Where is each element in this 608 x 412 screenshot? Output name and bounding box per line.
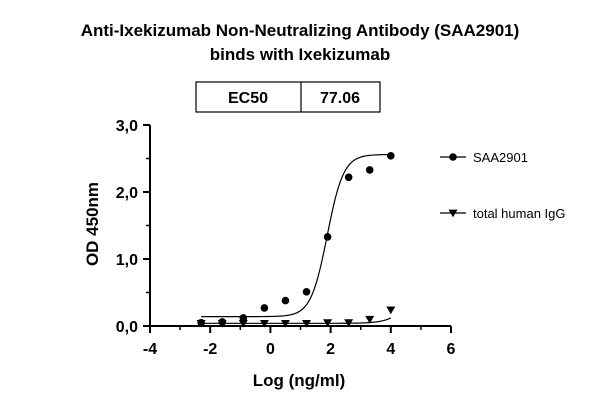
y-tick-label: 1,0 <box>116 252 138 269</box>
data-point-saa2901 <box>302 288 311 296</box>
y-tick-label: 2,0 <box>116 185 138 202</box>
axes: -4 -2 0 2 4 6 0,0 1,0 2,0 3,0 <box>116 118 456 358</box>
data-point-saa2901 <box>365 166 374 174</box>
data-point-total-human-igg <box>302 319 312 328</box>
data-point-total-human-igg <box>323 319 333 327</box>
data-point-saa2901 <box>387 152 395 160</box>
data-point-total-human-igg <box>344 319 354 327</box>
ec50-label: EC50 <box>228 90 268 107</box>
ec50-table: EC50 77.06 <box>195 81 381 113</box>
data-point-total-human-igg <box>238 319 248 328</box>
data-point-total-human-igg <box>280 319 290 328</box>
data-point-total-human-igg <box>196 319 206 328</box>
x-tick-label: 6 <box>447 341 456 358</box>
x-tick-label: 2 <box>326 341 335 358</box>
legend-circle-marker-icon <box>449 153 457 161</box>
x-axis-label: Log (ng/ml) <box>253 371 346 390</box>
data-point-saa2901 <box>344 173 353 182</box>
ec50-table-border <box>195 81 381 113</box>
data-point-total-human-igg <box>365 315 375 324</box>
data-point-saa2901 <box>281 296 290 305</box>
x-tick-label: -4 <box>143 341 157 358</box>
fit-curve-total-human-igg <box>201 317 392 324</box>
fit-curve-saa2901 <box>201 153 391 318</box>
legend: SAA2901 total human IgG <box>440 150 566 221</box>
ec50-value: 77.06 <box>320 90 360 107</box>
x-tick-label: 4 <box>386 341 395 358</box>
chart-title-line-2: binds with Ixekizumab <box>210 45 390 64</box>
legend-triangle-marker-icon <box>448 209 458 218</box>
chart-title-line-1: Anti-Ixekizumab Non-Neutralizing Antibod… <box>81 21 520 40</box>
y-tick-label: 0,0 <box>116 319 138 336</box>
data-point-saa2901 <box>260 304 269 312</box>
x-tick-label: -2 <box>203 341 217 358</box>
legend-label: SAA2901 <box>473 150 528 165</box>
x-tick-label: 0 <box>266 341 275 358</box>
data-point-total-human-igg <box>386 306 396 315</box>
fit-curves <box>201 153 392 324</box>
data-point-total-human-igg <box>217 319 227 328</box>
legend-label: total human IgG <box>473 206 566 221</box>
data-point-total-human-igg <box>259 319 269 328</box>
y-tick-label: 3,0 <box>116 118 138 135</box>
data-points <box>196 152 396 328</box>
data-point-saa2901 <box>323 233 332 241</box>
y-axis-label: OD 450nm <box>83 182 102 266</box>
data-point-saa2901 <box>239 314 248 322</box>
